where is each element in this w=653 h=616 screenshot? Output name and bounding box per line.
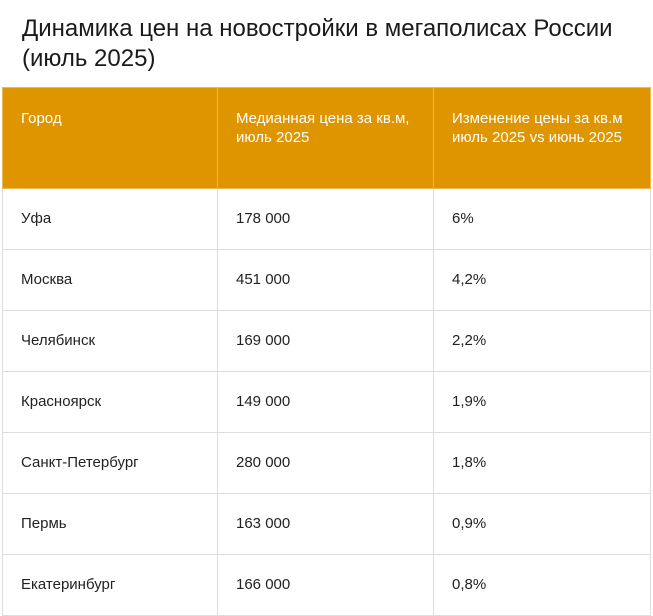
median-price-cell: 178 000 (217, 188, 434, 250)
city-cell: Санкт-Петербург (2, 432, 218, 494)
table-row: Челябинск 169 000 2,2% (2, 310, 651, 372)
price-change-cell: 2,2% (433, 310, 651, 372)
column-header-city: Город (2, 87, 218, 189)
city-cell: Екатеринбург (2, 554, 218, 616)
price-change-cell: 0,9% (433, 493, 651, 555)
table-row: Екатеринбург 166 000 0,8% (2, 554, 651, 616)
table-row: Уфа 178 000 6% (2, 188, 651, 250)
median-price-cell: 166 000 (217, 554, 434, 616)
table-row: Красноярск 149 000 1,9% (2, 371, 651, 433)
city-cell: Челябинск (2, 310, 218, 372)
median-price-cell: 451 000 (217, 249, 434, 311)
median-price-cell: 169 000 (217, 310, 434, 372)
price-table: Город Медианная цена за кв.м, июль 2025 … (2, 87, 651, 616)
table-header-row: Город Медианная цена за кв.м, июль 2025 … (2, 87, 651, 189)
city-cell: Москва (2, 249, 218, 311)
page-title: Динамика цен на новостройки в мегаполиса… (22, 15, 613, 72)
median-price-cell: 280 000 (217, 432, 434, 494)
column-header-price-change: Изменение цены за кв.м июль 2025 vs июнь… (433, 87, 651, 189)
table-row: Санкт-Петербург 280 000 1,8% (2, 432, 651, 494)
price-change-cell: 1,8% (433, 432, 651, 494)
city-cell: Красноярск (2, 371, 218, 433)
price-change-cell: 0,8% (433, 554, 651, 616)
price-change-cell: 6% (433, 188, 651, 250)
city-cell: Уфа (2, 188, 218, 250)
table-row: Пермь 163 000 0,9% (2, 493, 651, 555)
median-price-cell: 149 000 (217, 371, 434, 433)
table-row: Москва 451 000 4,2% (2, 249, 651, 311)
price-change-cell: 4,2% (433, 249, 651, 311)
city-cell: Пермь (2, 493, 218, 555)
price-change-cell: 1,9% (433, 371, 651, 433)
column-header-median-price: Медианная цена за кв.м, июль 2025 (217, 87, 434, 189)
median-price-cell: 163 000 (217, 493, 434, 555)
